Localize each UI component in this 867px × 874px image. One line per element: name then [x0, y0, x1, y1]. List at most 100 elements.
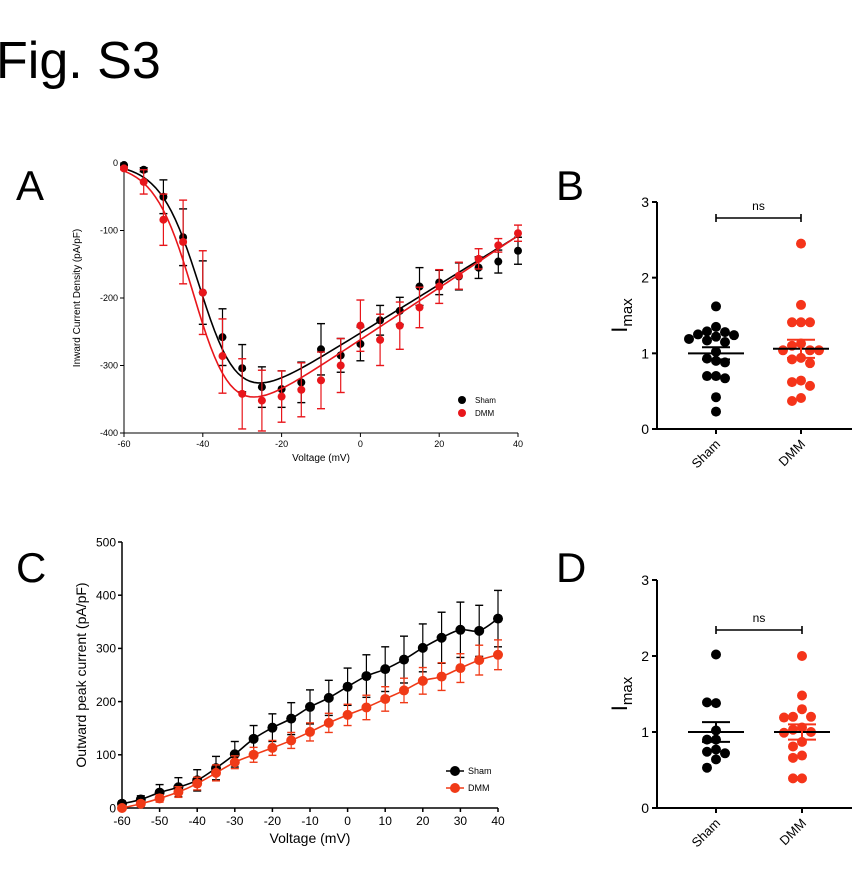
- data-point-dmm: [787, 377, 797, 388]
- data-point-dmm: [796, 392, 806, 403]
- data-point-sham: [720, 748, 730, 759]
- y-tick-label: 100: [96, 748, 116, 762]
- data-point-sham: [248, 733, 259, 744]
- data-point-sham: [720, 327, 730, 338]
- x-tick-label: -20: [264, 814, 282, 828]
- data-point-dmm: [399, 685, 409, 696]
- data-point-sham: [702, 326, 712, 337]
- x-tick-label: -40: [189, 814, 207, 828]
- y-tick-label: -100: [100, 226, 118, 236]
- data-point-sham: [693, 329, 703, 340]
- data-point-dmm: [342, 709, 353, 720]
- data-point-dmm: [797, 690, 807, 701]
- data-point-sham: [711, 649, 721, 660]
- data-point-dmm: [117, 803, 127, 813]
- panel-label-b: B: [556, 162, 584, 209]
- y-axis-label: Imax: [607, 676, 636, 711]
- y-tick-label: 2: [641, 270, 649, 286]
- data-point-dmm: [493, 649, 503, 660]
- data-point-dmm: [238, 389, 247, 398]
- x-axis-label: Voltage (mV): [292, 453, 350, 464]
- data-point-sham: [474, 625, 485, 636]
- data-point-dmm: [317, 376, 325, 385]
- data-point-dmm: [277, 392, 286, 401]
- x-tick-label: 40: [491, 814, 505, 828]
- y-axis-label-subscript: max: [619, 298, 636, 327]
- data-point-dmm: [218, 352, 227, 361]
- y-tick-label: 3: [641, 572, 649, 588]
- data-point-dmm: [805, 358, 815, 369]
- x-tick-label: 0: [344, 814, 351, 828]
- data-point-sham: [493, 613, 503, 624]
- y-tick-label: 0: [113, 158, 118, 168]
- data-point-sham: [323, 692, 334, 703]
- x-tick-label: -20: [275, 439, 288, 449]
- data-point-dmm: [380, 693, 391, 704]
- data-point-sham: [436, 632, 447, 643]
- data-point-dmm: [198, 288, 207, 297]
- y-tick-label: 300: [96, 642, 116, 656]
- data-point-dmm: [805, 317, 815, 328]
- data-point-dmm: [154, 793, 165, 804]
- data-point-dmm: [395, 321, 404, 330]
- y-tick-label: -300: [100, 361, 118, 371]
- data-point-dmm: [474, 655, 485, 666]
- data-point-dmm: [336, 361, 345, 370]
- y-tick-label: 1: [641, 724, 649, 740]
- legend-label: Sham: [468, 766, 492, 776]
- data-point-dmm: [211, 767, 221, 778]
- data-point-sham: [720, 336, 730, 347]
- data-point-sham: [267, 722, 278, 733]
- data-point-sham: [684, 333, 694, 344]
- significance-label: ns: [753, 611, 766, 625]
- data-point-dmm: [139, 177, 148, 186]
- y-tick-label: -400: [100, 428, 118, 438]
- data-point-dmm: [436, 671, 447, 682]
- x-tick-label: Sham: [688, 437, 723, 472]
- data-point-sham: [229, 749, 240, 760]
- x-tick-label: -10: [301, 814, 319, 828]
- data-point-sham: [305, 701, 315, 712]
- legend-label: DMM: [468, 783, 490, 793]
- data-point-dmm: [779, 712, 789, 723]
- data-point-sham: [342, 681, 353, 692]
- data-point-sham: [702, 734, 712, 745]
- data-point-dmm: [797, 773, 807, 784]
- data-point-dmm: [286, 735, 297, 746]
- data-point-sham: [720, 373, 730, 384]
- y-tick-label: 500: [96, 535, 116, 549]
- data-point-dmm: [173, 787, 184, 798]
- panel-d-chart: 0 1 2 3 Imax Sham DMM ns: [607, 572, 852, 850]
- data-point-dmm: [415, 303, 424, 312]
- data-point-dmm: [796, 299, 806, 310]
- data-point-dmm: [257, 396, 266, 405]
- y-axis-label: Inward Current Density (pA/pF): [72, 229, 83, 367]
- x-tick-label: DMM: [776, 437, 809, 470]
- data-point-dmm: [179, 237, 188, 246]
- data-point-dmm: [787, 317, 797, 328]
- data-point-dmm: [788, 711, 798, 722]
- y-tick-label: 1: [641, 345, 649, 361]
- data-point-dmm: [356, 321, 365, 330]
- data-point-sham: [711, 754, 721, 765]
- data-point-dmm: [788, 741, 798, 752]
- data-point-dmm: [805, 345, 815, 356]
- y-tick-label: 200: [96, 695, 116, 709]
- data-point-sham: [514, 246, 522, 255]
- figure-title: Fig. S3: [0, 32, 161, 90]
- data-point-dmm: [474, 254, 483, 263]
- y-tick-label: 0: [641, 421, 649, 437]
- x-tick-label: 0: [358, 439, 363, 449]
- data-point-sham: [399, 654, 409, 665]
- data-point-dmm: [797, 750, 807, 761]
- data-point-dmm: [361, 702, 372, 713]
- data-point-dmm: [455, 663, 466, 674]
- panel-b-chart: 0 1 2 3 Imax Sham DMM ns: [607, 194, 852, 471]
- data-point-sham: [711, 406, 721, 417]
- data-point-dmm: [417, 675, 428, 686]
- data-point-dmm: [120, 164, 128, 173]
- data-point-sham: [361, 671, 372, 682]
- data-point-dmm: [788, 752, 798, 763]
- data-point-dmm: [494, 241, 503, 250]
